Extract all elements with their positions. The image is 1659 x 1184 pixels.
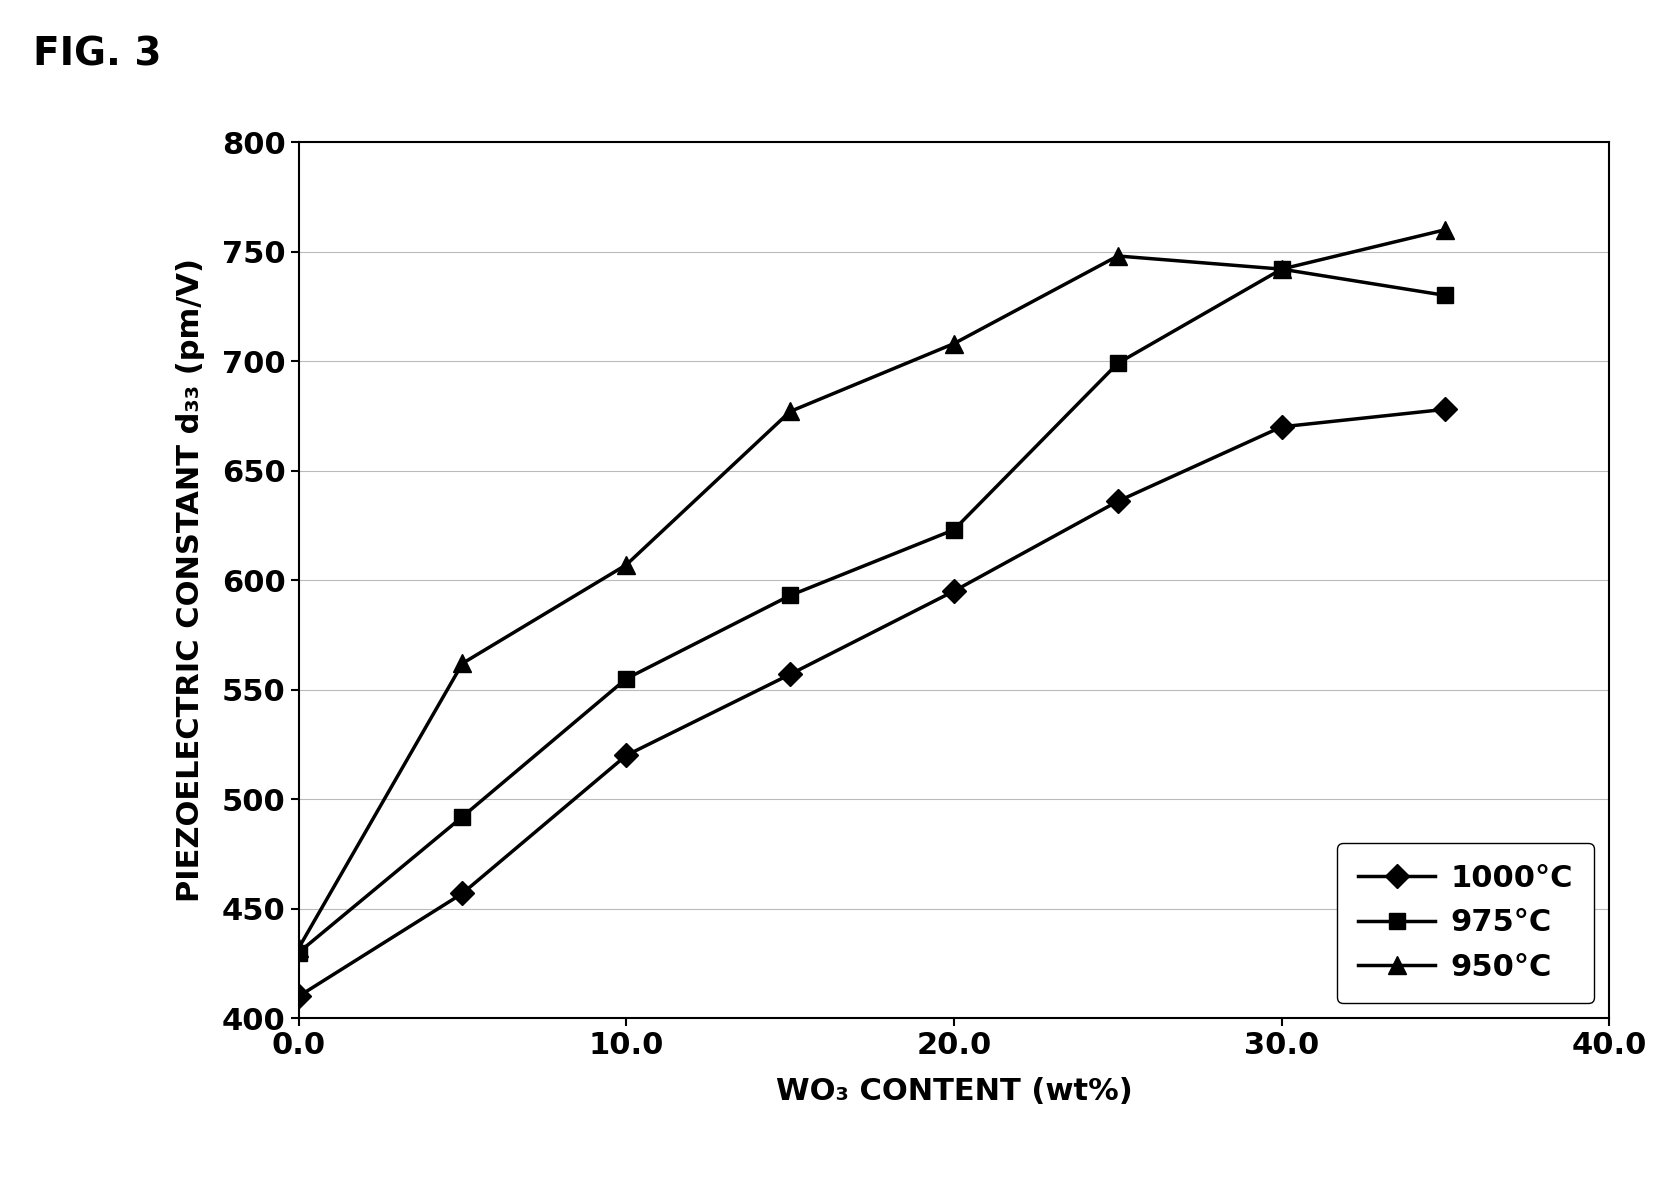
975°C <box>1435 288 1455 302</box>
950°C <box>1108 249 1128 263</box>
975°C <box>780 588 800 603</box>
1000°C <box>1272 419 1292 433</box>
X-axis label: WO₃ CONTENT (wt%): WO₃ CONTENT (wt%) <box>775 1077 1133 1106</box>
1000°C <box>617 748 637 762</box>
1000°C <box>1108 494 1128 508</box>
975°C <box>944 522 964 536</box>
950°C <box>780 405 800 419</box>
975°C <box>289 945 309 959</box>
1000°C <box>780 668 800 682</box>
Line: 1000°C: 1000°C <box>290 401 1453 1005</box>
950°C <box>1272 262 1292 276</box>
975°C <box>617 671 637 686</box>
1000°C <box>289 989 309 1003</box>
Legend: 1000°C, 975°C, 950°C: 1000°C, 975°C, 950°C <box>1337 843 1594 1003</box>
Y-axis label: PIEZOELECTRIC CONSTANT d₃₃ (pm/V): PIEZOELECTRIC CONSTANT d₃₃ (pm/V) <box>176 258 206 902</box>
975°C <box>1108 356 1128 371</box>
1000°C <box>1435 403 1455 417</box>
950°C <box>617 558 637 572</box>
950°C <box>453 656 473 670</box>
950°C <box>289 941 309 955</box>
975°C <box>1272 262 1292 276</box>
950°C <box>1435 223 1455 237</box>
975°C <box>453 810 473 824</box>
Line: 975°C: 975°C <box>290 260 1453 961</box>
Text: FIG. 3: FIG. 3 <box>33 36 161 73</box>
1000°C <box>944 584 964 598</box>
950°C <box>944 336 964 350</box>
1000°C <box>453 887 473 901</box>
Line: 950°C: 950°C <box>290 220 1455 957</box>
